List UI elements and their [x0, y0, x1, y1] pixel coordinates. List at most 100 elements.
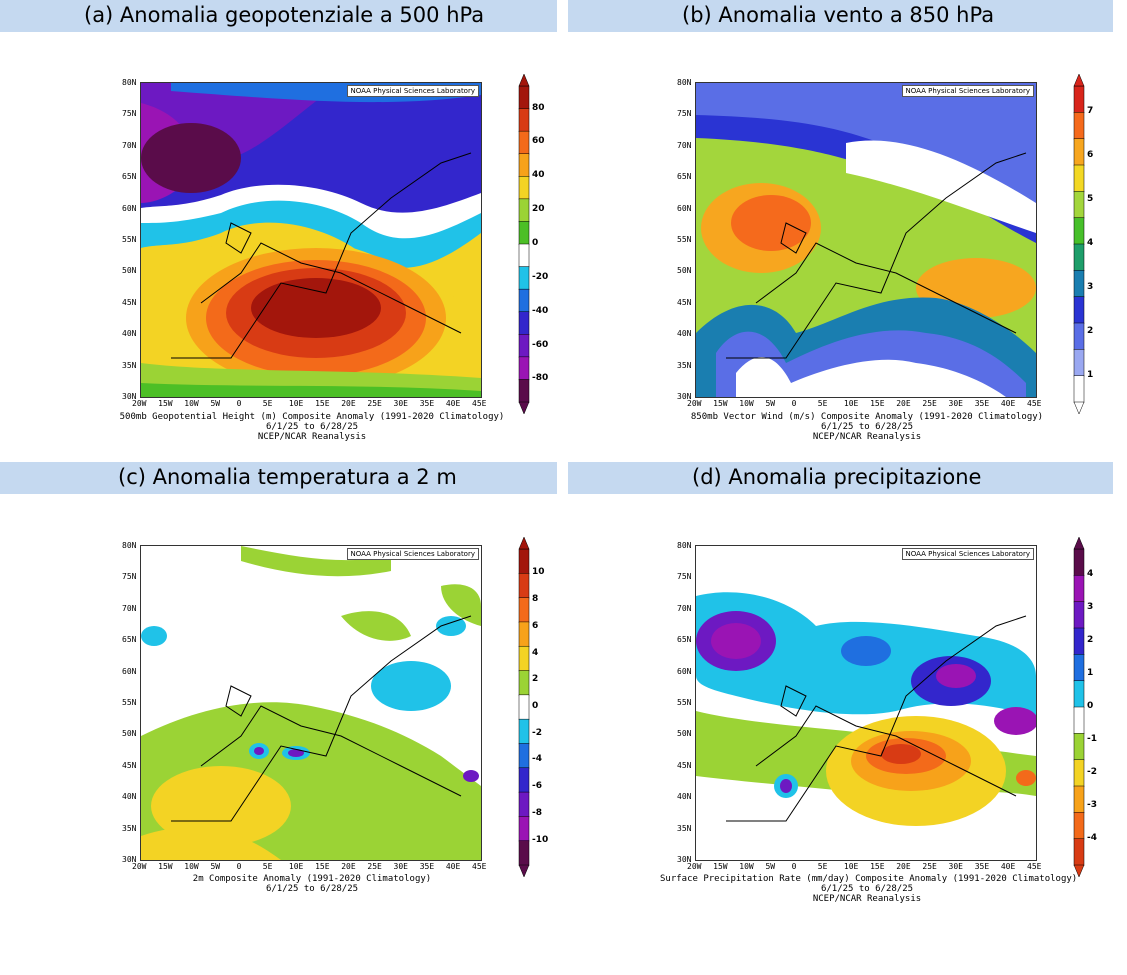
colorbar-top-arrow	[518, 74, 530, 87]
colorbar-swatch	[1073, 191, 1085, 219]
colorbar-tick-label: 8	[532, 594, 539, 605]
lat-tick-label: 75N	[122, 109, 137, 119]
colorbar-tick-label: -10	[532, 834, 549, 845]
colorbar-swatch	[518, 743, 530, 769]
lon-tick-label: 25E	[367, 399, 382, 408]
lat-tick-label: 45N	[677, 297, 692, 307]
colorbar-swatch	[518, 548, 530, 575]
lat-tick-label: 80N	[677, 78, 692, 87]
colorbar-swatch	[1073, 601, 1085, 629]
panel-d-caption-title: Surface Precipitation Rate (mm/day) Comp…	[660, 874, 1078, 884]
panel-b-caption-period: 6/1/25 to 6/28/25	[820, 422, 914, 432]
lon-tick-label: 45E	[1027, 399, 1042, 408]
lon-tick-label: 5W	[210, 399, 221, 408]
panel-b-caption: 850mb Vector Wind (m/s) Composite Anomal…	[667, 412, 1067, 442]
colorbar-swatch	[518, 221, 530, 245]
panel-c-title: (c) Anomalia temperatura a 2 m	[118, 465, 457, 489]
colorbar-swatch	[1073, 680, 1085, 708]
colorbar	[518, 74, 530, 414]
lon-tick-label: 0	[791, 862, 797, 871]
lon-tick-label: 10W	[184, 399, 199, 408]
lon-tick-label: 20W	[132, 862, 147, 871]
colorbar-tick-label: -8	[532, 807, 542, 818]
lat-tick-label: 70N	[122, 603, 137, 613]
lat-tick-label: 35N	[677, 823, 692, 833]
colorbar	[1073, 537, 1085, 877]
colorbar-swatch	[518, 108, 530, 132]
colorbar-tick-label: -60	[532, 339, 549, 350]
colorbar-swatch	[518, 356, 530, 381]
colorbar-swatch	[518, 645, 530, 672]
lon-tick-label: 30E	[393, 862, 408, 871]
lon-tick-label: 15E	[315, 862, 330, 871]
colorbar-swatch	[1073, 270, 1085, 298]
panel-d-field	[696, 546, 1036, 860]
lon-tick-label: 0	[791, 399, 797, 408]
colorbar-tick-label: 1	[1087, 668, 1094, 679]
lon-tick-label: 35E	[974, 862, 990, 871]
panel-d-title: (d) Anomalia precipitazione	[692, 465, 982, 489]
lon-tick-label: 5W	[765, 399, 776, 408]
lat-tick-label: 55N	[677, 235, 692, 244]
colorbar-swatch	[1073, 164, 1085, 193]
lat-tick-label: 40N	[122, 329, 137, 339]
colorbar-tick-label: 20	[532, 204, 545, 215]
colorbar-tick-label: -20	[532, 271, 549, 282]
panel-a-map: NOAA Physical Sciences Laboratory	[140, 82, 482, 398]
panel-d-credit: NOAA Physical Sciences Laboratory	[901, 548, 1034, 560]
colorbar-swatch	[1073, 654, 1085, 682]
lon-tick-label: 15W	[158, 862, 173, 871]
colorbar-swatch	[518, 816, 530, 842]
panel-c-field	[141, 546, 481, 860]
lon-tick-label: 35E	[974, 399, 990, 408]
lon-tick-label: 5E	[817, 399, 828, 408]
colorbar-top-arrow	[1073, 537, 1085, 550]
colorbar-tick-label: -1	[1087, 733, 1097, 744]
lat-tick-label: 70N	[677, 603, 692, 613]
colorbar-swatch	[518, 311, 530, 336]
panel-d-header: (d) Anomalia precipitazione	[568, 462, 1113, 494]
lat-tick-label: 80N	[122, 541, 137, 550]
panel-c-map: NOAA Physical Sciences Laboratory	[140, 545, 482, 861]
colorbar-swatch	[518, 694, 530, 720]
colorbar-tick-label: 6	[532, 620, 539, 631]
colorbar	[518, 537, 530, 877]
lon-tick-label: 20W	[687, 862, 702, 871]
lon-tick-label: 40E	[1000, 862, 1016, 871]
colorbar-swatch	[1073, 812, 1085, 840]
lat-tick-label: 30N	[122, 392, 137, 401]
colorbar-swatch	[1073, 575, 1085, 603]
colorbar-swatch	[1073, 785, 1085, 814]
colorbar-swatch	[1073, 85, 1085, 114]
colorbar-bottom-arrow	[518, 864, 530, 877]
lon-tick-label: 5W	[210, 862, 221, 871]
colorbar-tick-label: -4	[532, 754, 542, 765]
lon-tick-label: 45E	[472, 399, 487, 408]
colorbar-tick-label: -4	[1087, 832, 1097, 843]
colorbar-swatch	[1073, 838, 1085, 866]
colorbar-tick-label: 40	[532, 170, 545, 181]
lat-tick-label: 60N	[122, 203, 137, 213]
lon-tick-label: 25E	[922, 862, 937, 871]
lat-tick-label: 55N	[122, 698, 137, 707]
lat-tick-label: 60N	[677, 203, 692, 213]
panel-a-caption-source: NCEP/NCAR Reanalysis	[257, 432, 367, 442]
colorbar-tick-label: 10	[532, 567, 545, 578]
lon-tick-label: 15W	[713, 399, 728, 408]
lat-tick-label: 45N	[122, 760, 137, 770]
colorbar-bottom-arrow	[518, 401, 530, 414]
lat-tick-label: 65N	[677, 635, 692, 645]
lon-tick-label: 15E	[870, 862, 885, 871]
colorbar-tick-label: 4	[1087, 569, 1094, 580]
colorbar-swatch	[1073, 759, 1085, 787]
lat-tick-label: 40N	[677, 329, 692, 339]
lat-tick-label: 80N	[122, 78, 137, 87]
colorbar-swatch	[518, 573, 530, 599]
colorbar-tick-label: 7	[1087, 106, 1094, 117]
lat-tick-label: 65N	[677, 172, 692, 182]
colorbar-tick-label: 0	[1087, 701, 1094, 711]
colorbar-tick-label: 2	[1087, 325, 1094, 336]
lon-tick-label: 25E	[922, 399, 937, 408]
lon-tick-label: 10W	[739, 862, 754, 871]
lon-tick-label: 10E	[843, 399, 859, 408]
